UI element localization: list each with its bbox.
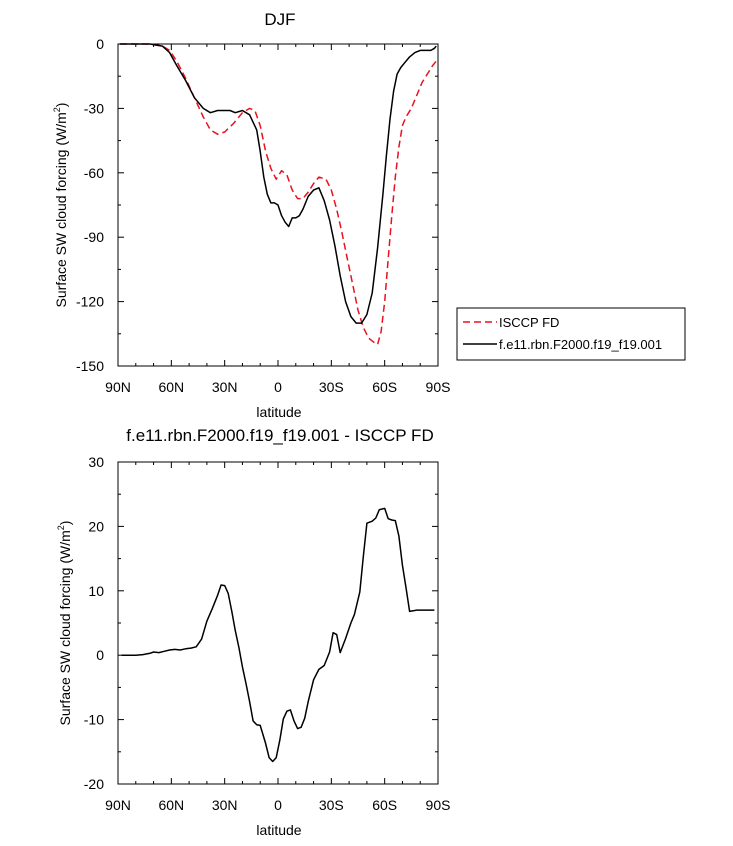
top-y-tick-label: -90	[84, 229, 104, 245]
bottom-chart: f.e11.rbn.F2000.f19_f19.001 - ISCCP FD 3…	[56, 426, 450, 838]
top-x-tick-label: 30S	[319, 379, 344, 395]
bottom-chart-x-axis-label: latitude	[256, 822, 301, 838]
bottom-x-tick-label: 90N	[105, 797, 131, 813]
bottom-x-tick-label: 60N	[158, 797, 184, 813]
top-x-tick-label: 60N	[158, 379, 184, 395]
top-y-tick-label: -30	[84, 100, 104, 116]
bottom-chart-y-axis-label-sup: 2	[56, 525, 66, 530]
top-x-tick-label: 0	[274, 379, 282, 395]
top-series-line-0	[119, 43, 437, 346]
top-chart-y-axis-label: Surface SW cloud forcing (W/m2)	[52, 103, 69, 308]
legend-label-model: f.e11.rbn.F2000.f19_f19.001	[499, 337, 662, 352]
bottom-y-tick-label: 10	[88, 583, 104, 599]
top-x-tick-label: 90N	[105, 379, 131, 395]
bottom-y-tick-label: -10	[84, 712, 104, 728]
top-y-tick-label: 0	[96, 36, 104, 52]
bottom-chart-y-axis-label: Surface SW cloud forcing (W/m2)	[56, 521, 73, 726]
top-x-tick-label: 60S	[372, 379, 397, 395]
top-chart-title: DJF	[264, 10, 295, 29]
top-chart-y-axis-label-close: )	[53, 103, 69, 108]
bottom-chart-title: f.e11.rbn.F2000.f19_f19.001 - ISCCP FD	[126, 426, 433, 445]
top-chart-y-axis-label-sup: 2	[52, 107, 62, 112]
bottom-x-tick-label: 30S	[319, 797, 344, 813]
bottom-series-line-0	[121, 507, 435, 763]
top-chart-y-axis-label-main: Surface SW cloud forcing (W/m	[53, 112, 69, 307]
legend-box	[456, 307, 686, 361]
bottom-y-tick-label: 20	[88, 518, 104, 534]
bottom-x-tick-label: 30N	[212, 797, 238, 813]
top-y-tick-label: -150	[76, 358, 104, 374]
bottom-x-tick-label: 90S	[426, 797, 451, 813]
bottom-x-tick-label: 60S	[372, 797, 397, 813]
top-chart: DJF 0 -30 -60 -90 -120 -150 90N 60N 30N 0 30S 60S 9…	[52, 10, 686, 420]
bottom-y-tick-label: 30	[88, 454, 104, 470]
bottom-x-tick-label: 0	[274, 797, 282, 813]
bottom-chart-y-axis-label-close: )	[57, 521, 73, 526]
bottom-chart-y-axis-label-main: Surface SW cloud forcing (W/m	[57, 530, 73, 725]
legend-label-isccp: ISCCP FD	[499, 315, 559, 330]
top-y-tick-label: -120	[76, 294, 104, 310]
bottom-y-tick-label: 0	[96, 647, 104, 663]
top-y-tick-label: -60	[84, 165, 104, 181]
top-chart-legend: ISCCP FD f.e11.rbn.F2000.f19_f19.001	[456, 307, 686, 361]
top-x-tick-label: 90S	[426, 379, 451, 395]
bottom-chart-plot-frame	[117, 461, 439, 785]
bottom-y-tick-label: -20	[84, 776, 104, 792]
top-x-tick-label: 30N	[212, 379, 238, 395]
top-chart-x-axis-label: latitude	[256, 404, 301, 420]
top-series-line-1	[119, 43, 437, 324]
